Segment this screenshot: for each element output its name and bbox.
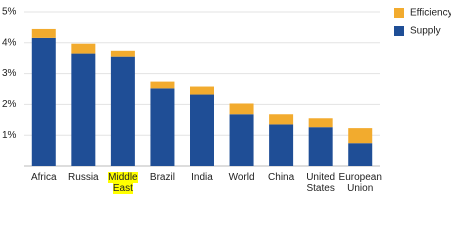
- x-tick-label: Russia: [61, 172, 105, 183]
- bar-segment: [150, 88, 175, 166]
- x-tick-label: European Union: [338, 172, 382, 194]
- bar-segment: [348, 128, 373, 144]
- x-tick-text: Africa: [30, 172, 57, 183]
- y-tick-label: 5%: [2, 7, 17, 18]
- x-tick-label: China: [259, 172, 303, 183]
- bar-segment: [308, 118, 333, 128]
- bar-segment: [308, 127, 333, 166]
- bar-segment: [269, 114, 294, 125]
- x-tick-label: India: [180, 172, 224, 183]
- chart: 1% 2% 3% 4% 5% Supply Efficiency Africa Russia M…: [2, 7, 451, 194]
- bar-segment: [71, 53, 96, 166]
- bar-segment: [31, 28, 56, 38]
- x-tick-text: European Union: [338, 172, 382, 194]
- x-tick-label: World: [220, 172, 264, 183]
- bar-segment: [348, 143, 373, 166]
- bar-segment: [71, 43, 96, 54]
- x-tick-label: Brazil: [140, 172, 184, 183]
- x-tick-text: World: [228, 172, 255, 183]
- bar-segment: [190, 94, 214, 166]
- bar-segment: [229, 114, 254, 166]
- x-tick-label: Africa: [22, 172, 66, 183]
- bar-segment: [190, 86, 214, 95]
- x-tick-label: United States: [299, 172, 343, 194]
- x-tick-text: China: [268, 172, 295, 183]
- bar-segment: [229, 103, 254, 115]
- bar-segment: [150, 81, 175, 89]
- x-tick-text: Brazil: [149, 172, 175, 183]
- legend-swatch: [394, 8, 404, 18]
- x-tick-text: United States: [306, 172, 336, 194]
- chart-svg: 1% 2% 3% 4% 5% Supply Efficiency: [2, 7, 451, 167]
- y-tick-label: 2%: [2, 99, 17, 110]
- legend-swatch: [394, 26, 404, 36]
- bar-segment: [31, 37, 56, 166]
- bar-segment: [269, 124, 294, 166]
- x-tick-text: India: [191, 172, 213, 183]
- y-tick-label: 1%: [2, 130, 17, 141]
- y-tick-label: 4%: [2, 37, 17, 48]
- x-tick-text: Russia: [68, 172, 99, 183]
- bar-segment: [110, 50, 135, 57]
- x-tick-text: Middle East: [108, 172, 138, 194]
- x-tick-label: Middle East: [101, 172, 145, 194]
- legend-label: Supply: [410, 26, 441, 37]
- legend-label: Efficiency: [410, 8, 451, 19]
- y-tick-label: 3%: [2, 68, 17, 79]
- bar-segment: [110, 56, 135, 166]
